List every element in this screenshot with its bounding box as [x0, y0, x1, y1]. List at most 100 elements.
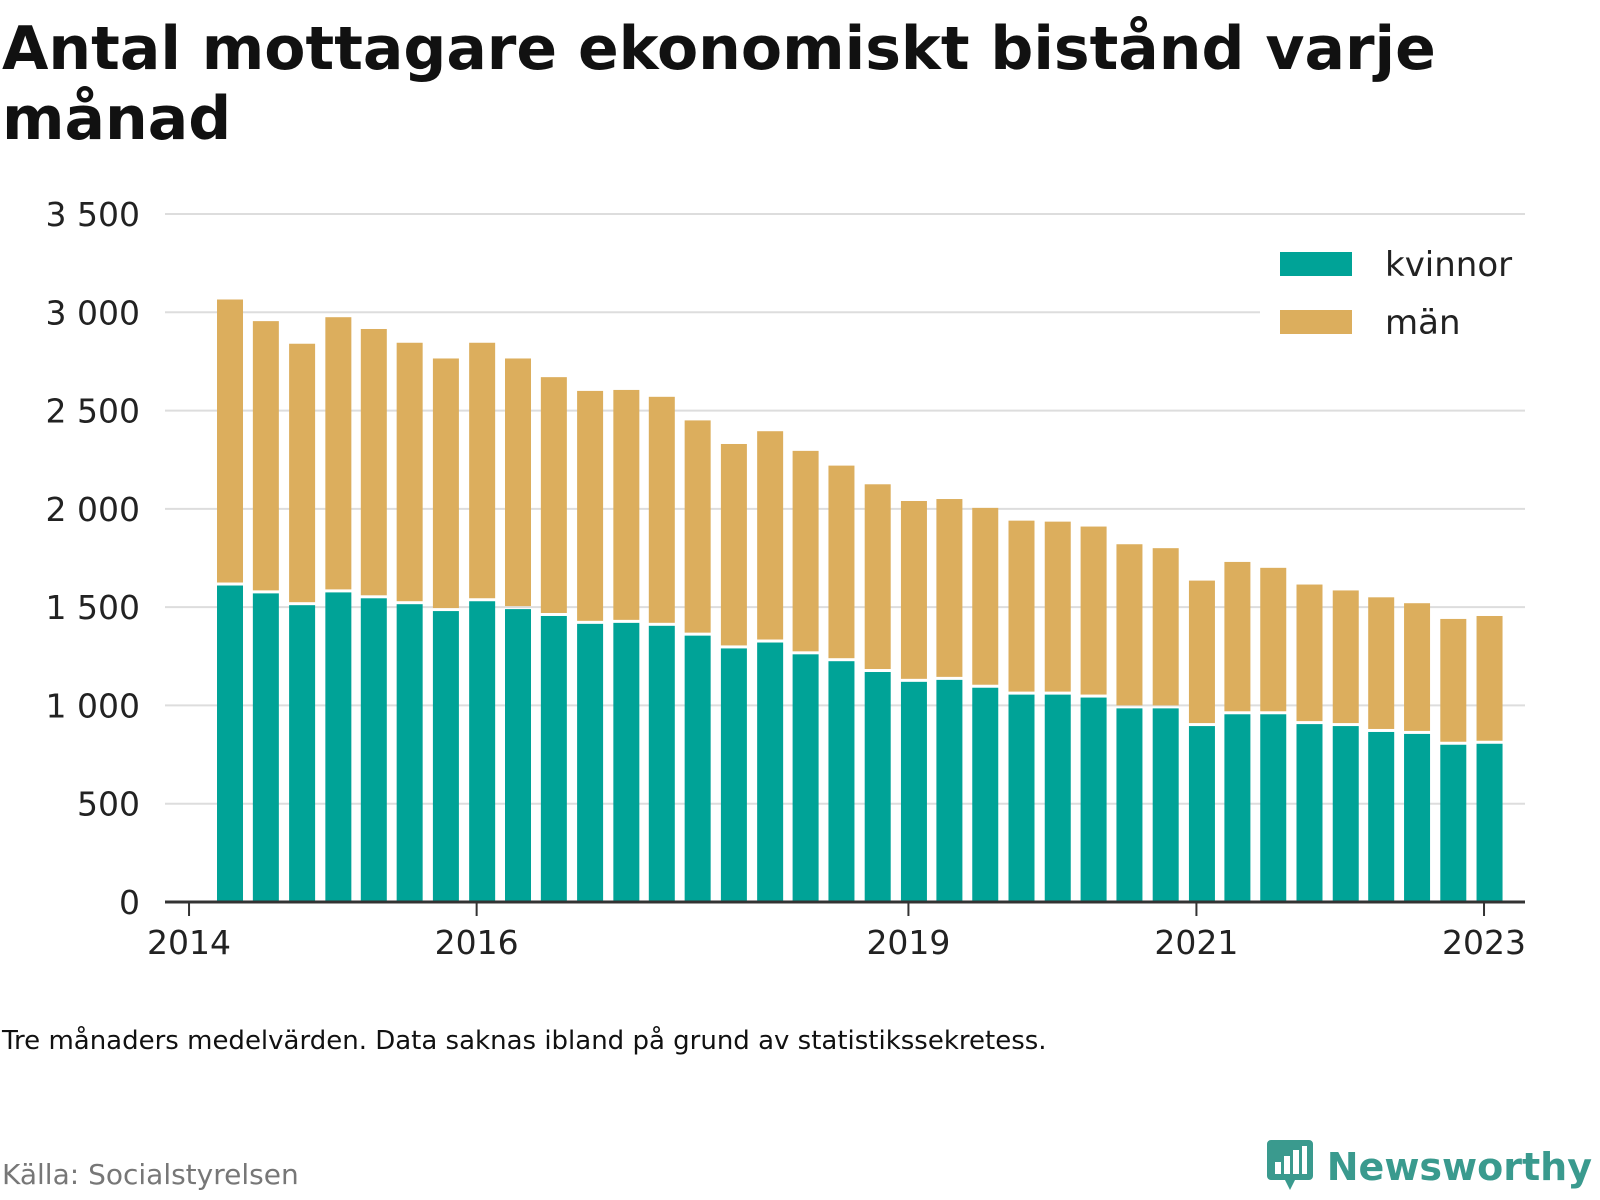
y-axis-labels: 0 500 1 000 1 500 2 000 2 500 3 000 3 500 — [46, 195, 140, 922]
bar-kvinnor — [936, 679, 963, 902]
bar-man — [1476, 615, 1503, 741]
bar-man — [972, 507, 999, 685]
bar-man — [792, 450, 819, 652]
bar-man — [1044, 521, 1071, 692]
legend-label: män — [1385, 303, 1461, 343]
bar-kvinnor — [648, 625, 675, 902]
brand-logo[interactable]: Newsworthy — [1265, 1138, 1592, 1196]
bar-kvinnor — [505, 609, 532, 902]
bar-kvinnor — [217, 585, 244, 902]
bar-kvinnor — [1404, 733, 1431, 902]
bar-man — [1296, 584, 1323, 722]
bar-man — [1404, 603, 1431, 731]
bar-man — [1332, 590, 1359, 724]
bar-man — [757, 431, 784, 640]
bar-kvinnor — [792, 654, 819, 902]
bar-man — [828, 465, 855, 659]
bar-kvinnor — [1368, 731, 1395, 902]
bar-man — [217, 299, 244, 583]
newsworthy-logo-icon — [1265, 1138, 1315, 1196]
y-tick-label: 3 500 — [46, 195, 140, 234]
bar-man — [1224, 561, 1251, 712]
legend-label: kvinnor — [1385, 245, 1512, 285]
x-tick-label: 2016 — [435, 923, 519, 962]
bar-man — [396, 342, 423, 602]
bar-man — [613, 389, 640, 620]
bar-kvinnor — [613, 622, 640, 902]
legend-swatch — [1280, 252, 1352, 276]
bar-man — [900, 500, 927, 679]
bar-kvinnor — [1332, 726, 1359, 902]
x-tick-label: 2019 — [866, 923, 950, 962]
bar-kvinnor — [1440, 744, 1467, 902]
bar-kvinnor — [1476, 743, 1503, 902]
bar-kvinnor — [720, 648, 747, 902]
bar-man — [864, 484, 891, 670]
x-tick-label: 2023 — [1442, 923, 1526, 962]
bar-kvinnor — [1296, 724, 1323, 902]
bar-man — [577, 390, 604, 621]
bar-kvinnor — [1260, 714, 1287, 902]
bar-kvinnor — [1224, 714, 1251, 902]
bar-man — [325, 317, 352, 590]
bar-kvinnor — [360, 598, 387, 902]
bar-man — [1260, 567, 1287, 712]
bar-kvinnor — [325, 592, 352, 902]
bar-kvinnor — [396, 604, 423, 902]
bar-man — [1440, 618, 1467, 742]
y-tick-label: 500 — [77, 785, 140, 824]
bar-man — [720, 443, 747, 646]
legend: kvinnor män — [1260, 240, 1530, 360]
bar-kvinnor — [972, 687, 999, 902]
bar-kvinnor — [1152, 708, 1179, 902]
bar-kvinnor — [1116, 708, 1143, 902]
x-tick-label: 2014 — [147, 923, 231, 962]
y-tick-label: 0 — [119, 883, 140, 922]
brand-name: Newsworthy — [1326, 1145, 1592, 1189]
y-tick-label: 1 500 — [46, 588, 140, 627]
bar-man — [289, 343, 316, 603]
bar-kvinnor — [1080, 697, 1107, 902]
bar-man — [505, 358, 532, 607]
y-tick-label: 2 500 — [46, 392, 140, 431]
bars — [217, 299, 1503, 902]
y-tick-label: 1 000 — [46, 686, 140, 725]
bar-kvinnor — [577, 623, 604, 902]
bar-man — [1116, 544, 1143, 706]
bar-man — [1188, 580, 1215, 724]
bar-man — [1008, 520, 1035, 692]
bar-man — [252, 321, 279, 591]
bar-man — [540, 377, 567, 613]
bar-kvinnor — [1044, 694, 1071, 902]
bar-kvinnor — [684, 635, 711, 902]
bar-man — [936, 499, 963, 677]
y-tick-label: 2 000 — [46, 490, 140, 529]
bar-man — [432, 358, 459, 609]
y-tick-label: 3 000 — [46, 293, 140, 332]
bar-kvinnor — [864, 672, 891, 902]
bar-kvinnor — [1008, 694, 1035, 902]
bar-kvinnor — [289, 605, 316, 902]
bar-man — [684, 420, 711, 633]
bar-kvinnor — [432, 611, 459, 902]
chart-note: Tre månaders medelvärden. Data saknas ib… — [2, 1026, 1047, 1056]
bar-man — [1368, 597, 1395, 729]
bar-kvinnor — [540, 615, 567, 902]
bar-kvinnor — [828, 661, 855, 902]
x-axis: 2014 2016 2019 2021 2023 — [147, 900, 1526, 962]
bar-man — [1080, 526, 1107, 695]
bar-man — [1152, 548, 1179, 706]
bar-kvinnor — [757, 642, 784, 902]
legend-swatch — [1280, 310, 1352, 334]
bar-man — [360, 328, 387, 596]
bar-man — [648, 396, 675, 623]
source-label: Källa: Socialstyrelsen — [2, 1158, 299, 1191]
chart-title: Antal mottagare ekonomiskt bistånd varje… — [2, 14, 1436, 154]
x-tick-label: 2021 — [1154, 923, 1238, 962]
bar-man — [469, 342, 496, 599]
bar-kvinnor — [469, 601, 496, 902]
bar-kvinnor — [1188, 726, 1215, 902]
bar-kvinnor — [252, 593, 279, 902]
bar-kvinnor — [900, 681, 927, 902]
